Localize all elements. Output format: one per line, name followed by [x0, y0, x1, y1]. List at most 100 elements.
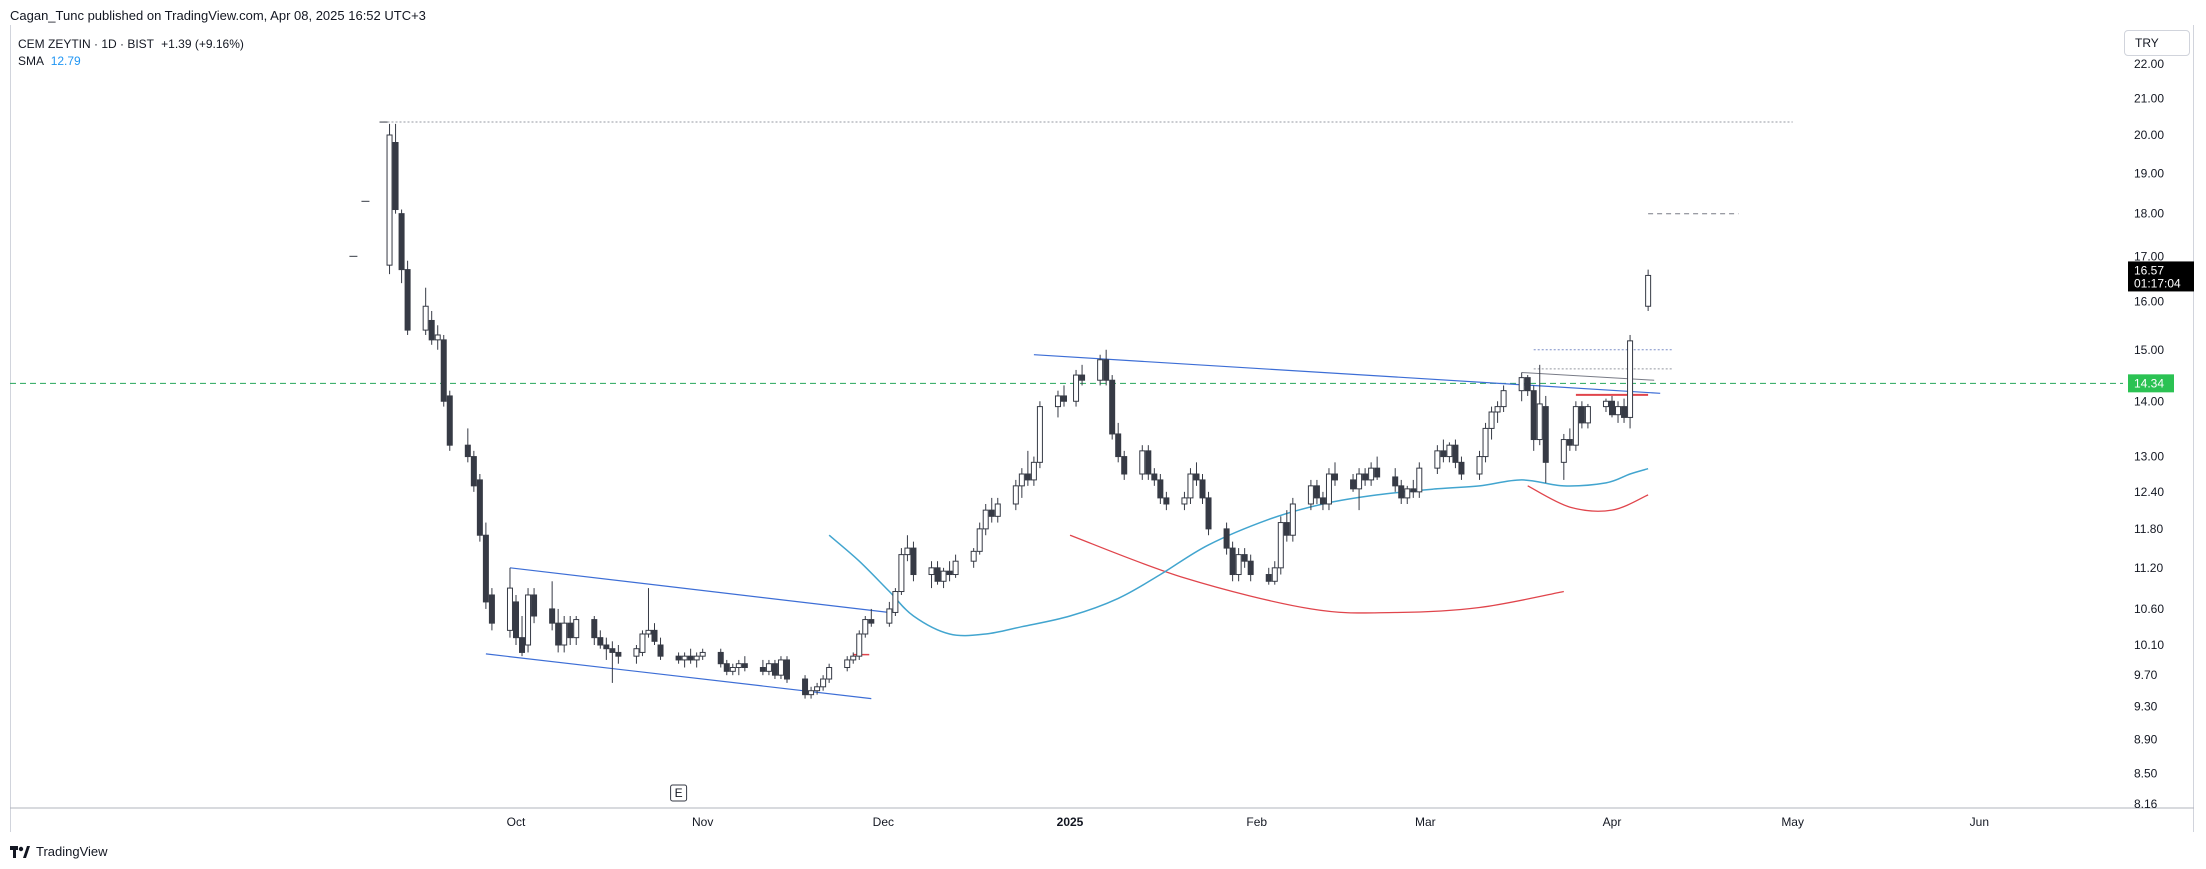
candle-body: [952, 560, 959, 576]
earnings-marker-box: [670, 784, 688, 802]
candle-body: [771, 663, 778, 676]
channel-upper-line: [509, 567, 890, 614]
candle-body: [1446, 444, 1453, 458]
candle-body: [777, 659, 784, 676]
candle-body: [1235, 554, 1242, 576]
candle-body: [1061, 395, 1067, 402]
y-tick-label: 14.00: [2134, 394, 2164, 408]
candle-body: [729, 667, 736, 672]
x-tick-label: 2025: [1057, 815, 1084, 829]
y-tick-label: 8.90: [2134, 732, 2158, 746]
candle-body: [428, 319, 435, 341]
candle-body: [1392, 476, 1399, 487]
candle-body: [1536, 403, 1543, 441]
candle-body: [1271, 567, 1278, 582]
y-tick-label: 19.00: [2134, 166, 2164, 180]
candle-body: [1542, 406, 1549, 463]
resistance-line: [1033, 354, 1661, 394]
candle-body: [1109, 379, 1116, 435]
candle-body: [892, 591, 899, 613]
candle-body: [1018, 473, 1025, 487]
candle-body: [1265, 574, 1272, 582]
candle-body: [506, 587, 513, 631]
axis-layer: 22.00 21.00 20.00 19.00 18.00 17.00 16.00 15.00…: [507, 57, 2194, 829]
candle-body: [609, 648, 616, 653]
candle-body: [404, 269, 411, 331]
candle-body: [1319, 497, 1326, 505]
candle-body: [1488, 411, 1495, 429]
candle-body: [759, 667, 766, 672]
candle-body: [591, 619, 598, 639]
countdown-label: 01:17:04: [2134, 276, 2181, 290]
candle-body: [1560, 439, 1567, 463]
candle-body: [392, 142, 399, 211]
y-tick-label: 22.00: [2134, 57, 2164, 71]
candle-body: [1524, 377, 1531, 392]
y-tick-label: 21.00: [2134, 92, 2164, 106]
candle-body: [561, 622, 568, 646]
candle-body: [555, 622, 562, 646]
y-tick-label: 9.30: [2134, 700, 2158, 714]
candle-body: [1530, 390, 1537, 441]
candle-body: [645, 629, 652, 635]
y-tick-label: 17.00: [2134, 249, 2164, 263]
level-label: 14.34: [2134, 376, 2164, 390]
y-tick-label: 13.00: [2134, 450, 2164, 464]
x-tick-label: Apr: [1603, 815, 1622, 829]
red-arc-big: [1069, 534, 1564, 614]
candle-body: [1584, 406, 1591, 424]
candle-body: [1609, 400, 1615, 416]
candle-body: [1621, 406, 1628, 418]
candle-body: [1374, 467, 1381, 478]
candle-body: [735, 663, 742, 669]
candle-body: [1181, 497, 1188, 505]
currency-button[interactable]: TRY: [2124, 30, 2190, 56]
candle-body: [398, 213, 405, 271]
candle-body: [1356, 473, 1363, 490]
candle-body: [1073, 374, 1080, 402]
candle-body: [1578, 406, 1585, 424]
candle-body: [1572, 406, 1579, 446]
legend-symbol: CEM ZEYTIN · 1D · BIST: [18, 37, 154, 51]
candle-body: [844, 659, 851, 669]
candle-body: [1030, 461, 1037, 481]
candle-body: [1079, 374, 1086, 381]
publish-info: Cagan_Tunc published on TradingView.com,…: [10, 8, 426, 23]
candle-body: [1325, 473, 1332, 505]
candle-body: [1615, 406, 1622, 416]
footer-brand[interactable]: TradingView: [10, 844, 108, 859]
candle-body: [1404, 488, 1411, 499]
candle-body: [814, 686, 821, 692]
y-tick-label: 8.16: [2134, 797, 2158, 811]
x-tick-label: Mar: [1415, 815, 1436, 829]
candle-body: [675, 655, 682, 661]
candle-body: [1476, 456, 1483, 475]
candle-body: [1500, 390, 1507, 408]
candle-body: [1205, 497, 1212, 530]
candle-body: [464, 444, 471, 458]
candle-body: [422, 305, 429, 331]
candle-body: [681, 655, 688, 661]
candle-body: [723, 663, 730, 672]
x-tick-label: Dec: [873, 815, 894, 829]
candle-body: [940, 570, 947, 582]
candle-body: [446, 395, 453, 446]
candle-body: [802, 678, 809, 696]
legend-sma-label[interactable]: SMA: [18, 54, 44, 68]
x-tick-label: May: [1781, 815, 1804, 829]
candle-body: [1157, 479, 1164, 499]
candle-body: [470, 456, 477, 487]
x-tick-label: Jun: [1970, 815, 1989, 829]
candle-body: [904, 547, 911, 556]
candle-body: [1518, 377, 1525, 392]
candle-body: [994, 503, 1001, 517]
x-tick-label: Nov: [692, 815, 713, 829]
candle-body: [597, 637, 604, 646]
candle-body: [1277, 522, 1284, 569]
y-tick-label: 12.40: [2134, 485, 2164, 499]
y-tick-label: 8.50: [2134, 767, 2158, 781]
candle-body: [1241, 554, 1248, 562]
x-tick-label: Oct: [507, 815, 526, 829]
candle-body: [1566, 439, 1573, 446]
